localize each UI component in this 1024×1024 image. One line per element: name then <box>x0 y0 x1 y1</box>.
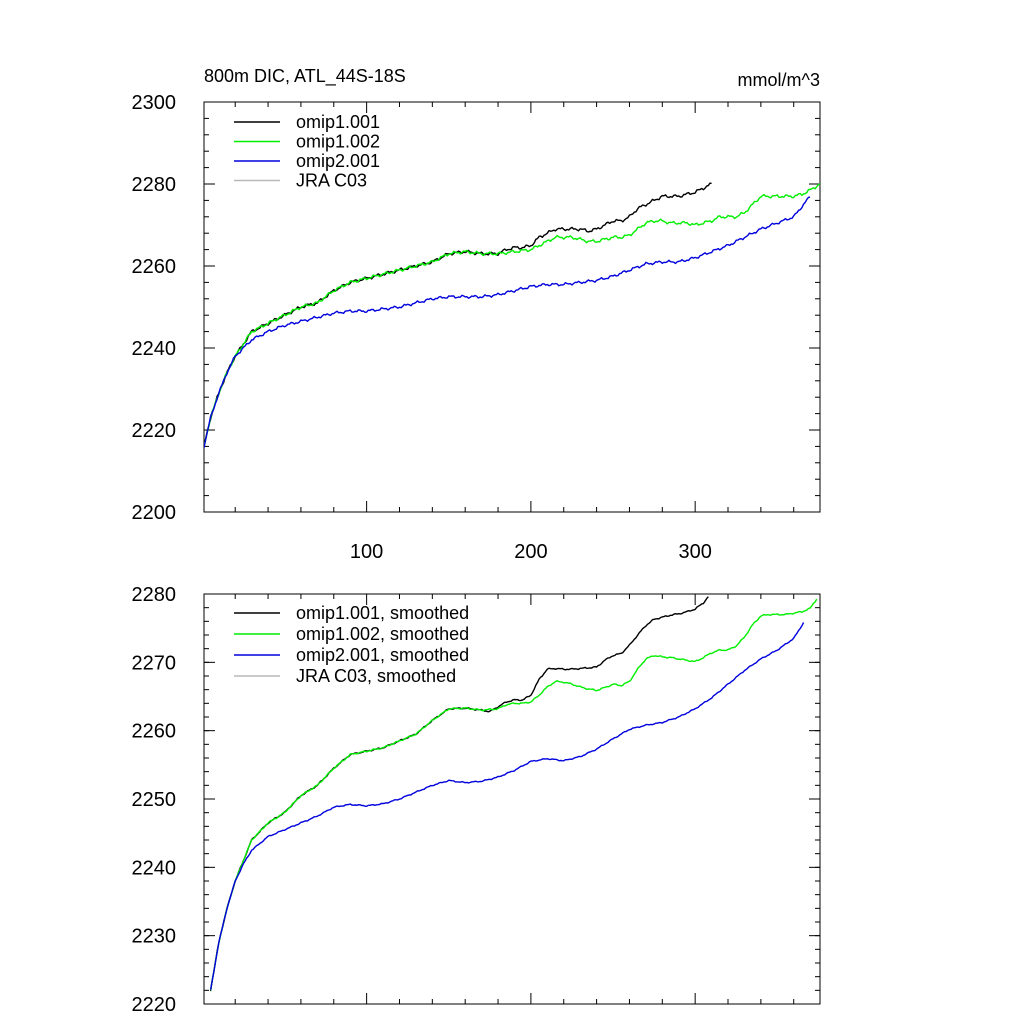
legend-label: JRA C03 <box>296 171 367 191</box>
legend-label: omip1.001, smoothed <box>296 603 469 623</box>
y-tick-label: 2240 <box>132 857 177 879</box>
series-line-0 <box>204 182 712 446</box>
figure-title: 800m DIC, ATL_44S-18S <box>204 66 406 87</box>
figure-units: mmol/m^3 <box>738 70 820 90</box>
bottom-panel: 2220 2230 2240 2250 2260 2270 2280 omip1.001, s… <box>132 584 821 1016</box>
y-tick-label: 2220 <box>132 994 177 1016</box>
y-tick-label: 2280 <box>132 174 177 196</box>
legend-label: omip2.001, smoothed <box>296 645 469 665</box>
y-tick-label: 2240 <box>132 338 177 360</box>
series-line-2 <box>209 622 805 990</box>
x-tick-label: 100 <box>350 541 383 563</box>
legend-label: omip1.001 <box>296 112 380 132</box>
y-tick-label: 2250 <box>132 789 177 811</box>
y-tick-label: 2280 <box>132 584 177 606</box>
y-tick-label: 2270 <box>132 652 177 674</box>
y-tick-label: 2260 <box>132 721 177 743</box>
top-panel: 2200 2220 2240 2260 2280 2300 100 200 300 omip1.0… <box>132 92 821 563</box>
y-tick-label: 2220 <box>132 420 177 442</box>
series-line-2 <box>204 196 811 449</box>
series-group <box>204 182 820 449</box>
y-tick-label: 2260 <box>132 256 177 278</box>
legend-label: omip1.002, smoothed <box>296 624 469 644</box>
x-tick-label: 200 <box>514 541 547 563</box>
legend-label: JRA C03, smoothed <box>296 666 456 686</box>
x-tick-label: 300 <box>678 541 711 563</box>
legend-label: omip1.002 <box>296 132 380 152</box>
y-tick-label: 2300 <box>132 92 177 114</box>
plot-frame <box>203 101 821 513</box>
series-line-1 <box>209 598 818 991</box>
legend-label: omip2.001 <box>296 151 380 171</box>
series-line-1 <box>204 183 820 447</box>
y-tick-label: 2200 <box>132 502 177 524</box>
y-tick-label: 2230 <box>132 926 177 948</box>
series-group <box>209 596 818 992</box>
